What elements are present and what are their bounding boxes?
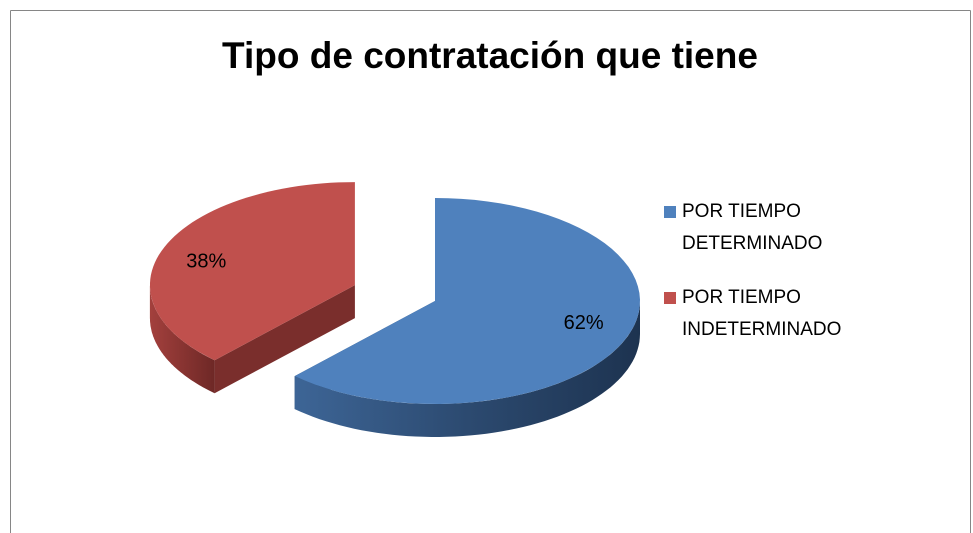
legend-item: POR TIEMPO DETERMINADO — [664, 196, 864, 260]
data-label: 38% — [186, 251, 226, 273]
slice-wall — [214, 285, 355, 394]
data-label: 62% — [564, 312, 604, 334]
legend-swatch — [664, 292, 676, 304]
slice-side — [149, 285, 215, 394]
slice-side — [294, 301, 640, 437]
legend-label: POR TIEMPO INDETERMINADO — [682, 287, 842, 340]
legend-label: POR TIEMPO DETERMINADO — [682, 201, 823, 254]
legend-item: POR TIEMPO INDETERMINADO — [664, 282, 864, 346]
pie-slice — [150, 182, 355, 361]
pie-slice — [294, 198, 640, 404]
chart-title: Tipo de contratación que tiene — [222, 35, 758, 76]
legend-swatch — [664, 206, 676, 218]
